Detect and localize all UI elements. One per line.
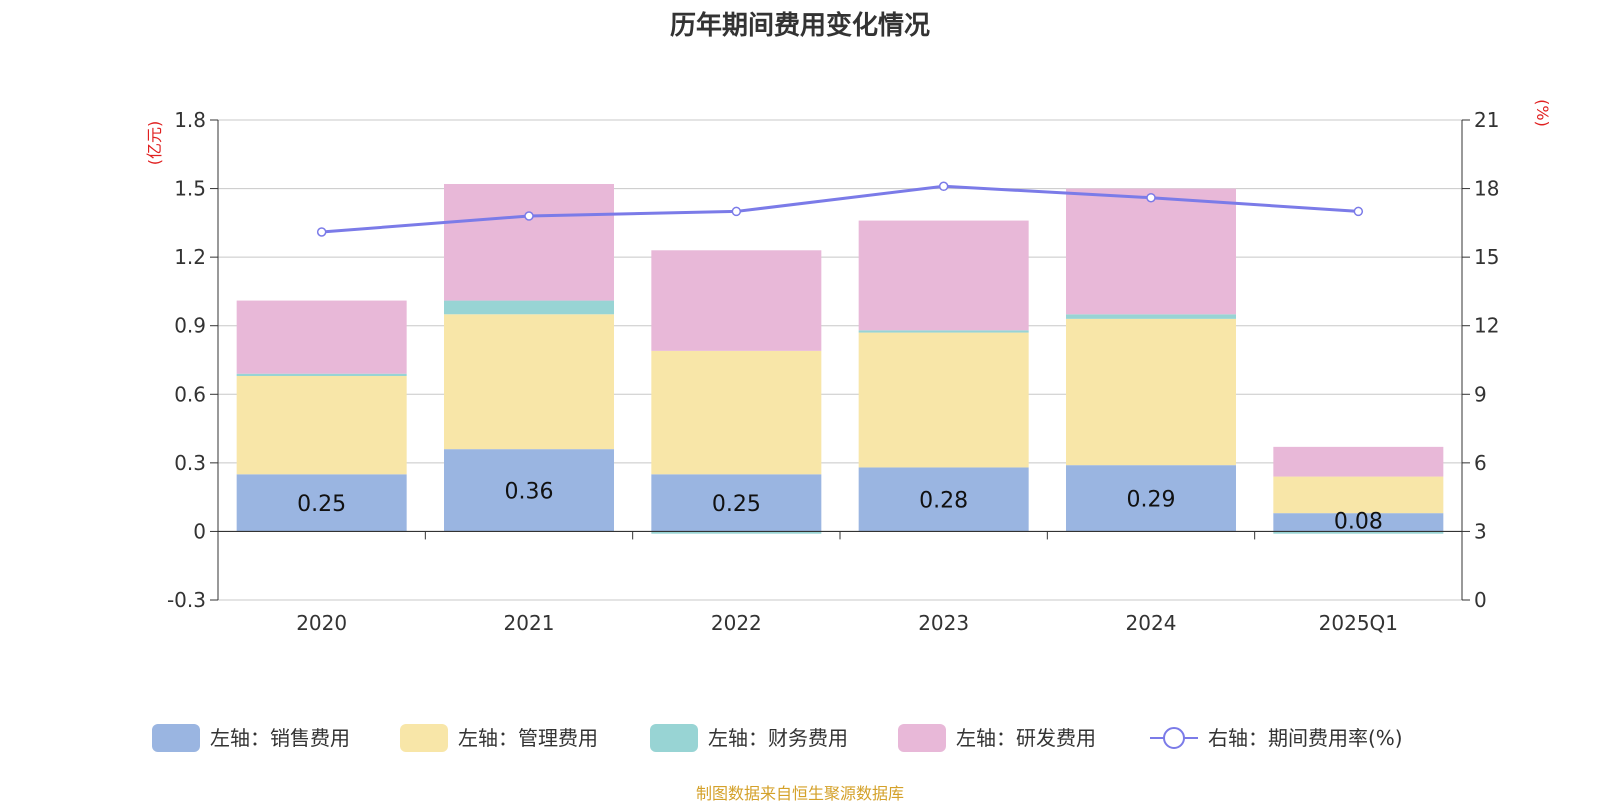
data-label: 0.36 (505, 479, 554, 504)
bar-segment (1273, 531, 1444, 534)
legend-item[interactable]: 左轴：销售费用 (152, 724, 350, 752)
data-label: 0.25 (297, 492, 346, 517)
left-axis-tick-label: 0.6 (174, 382, 206, 406)
bar-segment (236, 300, 407, 374)
right-axis-tick-label: 21 (1474, 108, 1499, 132)
bar-segment (444, 314, 614, 450)
bar-segment (651, 531, 822, 534)
right-axis-tick-label: 0 (1474, 588, 1487, 612)
legend-item[interactable]: 左轴：财务费用 (650, 724, 848, 752)
right-axis-tick-label: 18 (1474, 177, 1499, 201)
x-axis-tick-label: 2023 (918, 611, 969, 635)
legend-swatch (152, 724, 200, 752)
x-axis-tick-label: 2021 (504, 611, 555, 635)
right-axis-tick-label: 15 (1474, 245, 1499, 269)
chart-title: 历年期间费用变化情况 (670, 10, 930, 41)
source-note: 制图数据来自恒生聚源数据库 (695, 784, 904, 803)
legend-item[interactable]: 左轴：研发费用 (898, 724, 1096, 752)
bars (236, 184, 1444, 534)
legend-label: 左轴：研发费用 (956, 726, 1096, 750)
data-label: 0.29 (1127, 487, 1176, 512)
right-axis-tick-label: 6 (1474, 451, 1487, 475)
rate-line-point (938, 181, 949, 192)
x-axis-tick-label: 2025Q1 (1319, 611, 1398, 635)
right-axis-tick-label: 12 (1474, 314, 1499, 338)
rate-line-point (731, 206, 742, 217)
rate-line-point (1146, 192, 1156, 203)
bar-segment (858, 332, 1029, 468)
bar-segment (444, 449, 614, 532)
bar-segment (236, 474, 407, 532)
gridlines (218, 119, 1462, 601)
x-axis-tick-label: 2020 (296, 611, 347, 635)
right-axis-unit: (%) (1533, 99, 1552, 127)
bar-segment (858, 220, 1029, 331)
bar-segment (1273, 446, 1444, 477)
legend-swatch (650, 724, 698, 752)
bar-segment (858, 467, 1029, 532)
bar-segment (1066, 188, 1236, 315)
bar-segment (444, 184, 614, 301)
bar-segment (1066, 318, 1236, 466)
data-label: 0.25 (712, 492, 761, 517)
left-axis-tick-label: 1.2 (174, 245, 206, 269)
legend-swatch (400, 724, 448, 752)
rate-line-point (524, 211, 534, 221)
bar-segment (236, 373, 407, 376)
bar-segment (236, 376, 407, 475)
rate-line-point (316, 227, 327, 237)
left-axis-tick-label: 1.5 (174, 177, 206, 201)
legend-label: 左轴：财务费用 (708, 726, 848, 750)
x-axis-tick-label: 2024 (1126, 611, 1177, 635)
legend-line-marker (1163, 727, 1185, 749)
legend-item[interactable]: 右轴：期间费用率(%) (1150, 726, 1403, 750)
legend-item[interactable]: 左轴：管理费用 (400, 724, 598, 752)
left-axis-tick-label: 0.9 (174, 314, 206, 338)
bar-segment (1066, 465, 1236, 532)
legend-swatch (898, 724, 946, 752)
bar-segment (444, 300, 614, 315)
bar-segment (651, 474, 822, 532)
left-axis-tick-label: -0.3 (167, 588, 206, 612)
legend-label: 右轴：期间费用率(%) (1208, 726, 1403, 750)
bar-segment (651, 350, 822, 475)
left-axis-tick-label: 1.8 (174, 108, 206, 132)
legend[interactable]: 左轴：销售费用 左轴：管理费用 左轴：财务费用 左轴：研发费用 右轴：期间费用率(%) (152, 724, 1403, 752)
legend-label: 左轴：销售费用 (210, 726, 350, 750)
rate-line-path (321, 184, 1359, 234)
bar-segment (1273, 513, 1444, 532)
rate-line (316, 181, 1364, 237)
rate-line-point (1353, 206, 1364, 217)
bar-segment (651, 250, 822, 351)
left-axis-unit: (亿元) (145, 121, 164, 166)
data-labels: 0.25 0.36 0.25 0.28 0.29 0.08 (297, 479, 1383, 534)
legend-label: 左轴：管理费用 (458, 726, 598, 750)
left-axis-tick-label: 0.3 (174, 451, 206, 475)
right-axis-tick-label: 9 (1474, 382, 1487, 406)
bar-segment (1273, 476, 1444, 514)
x-axis-tick-label: 2022 (711, 611, 762, 635)
axes: -0.3 0 0.3 0.6 0.9 1.2 1.5 1.8 0 3 6 9 12 15 18 21 2020 2… (167, 108, 1499, 635)
right-axis-tick-label: 3 (1474, 519, 1487, 543)
bar-segment (1066, 314, 1236, 319)
data-label: 0.28 (919, 488, 968, 513)
left-axis-tick-label: 0 (193, 519, 206, 543)
data-label: 0.08 (1334, 509, 1383, 534)
bar-segment (858, 330, 1029, 333)
